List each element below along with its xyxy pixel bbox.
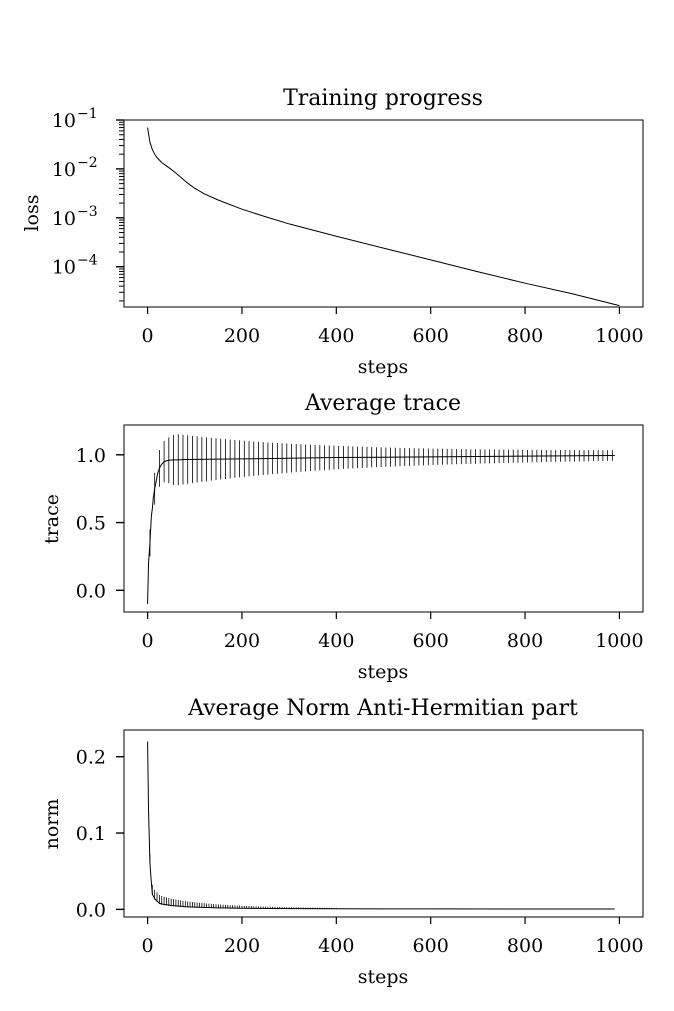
y-tick-label: 0.0: [76, 580, 106, 602]
x-tick-label: 400: [318, 935, 354, 957]
x-tick-label: 0: [142, 935, 154, 957]
y-tick-label: 0.5: [76, 513, 106, 535]
plot-frame: [123, 729, 644, 918]
x-tick-label: 400: [318, 630, 354, 652]
y-tick-label: 0.1: [76, 823, 106, 845]
x-tick-label: 200: [224, 325, 260, 347]
x-tick-label: 200: [224, 935, 260, 957]
series-line: [147, 127, 620, 307]
x-tick-label: 1000: [595, 630, 643, 652]
series-line: [147, 454, 615, 604]
y-tick-label: 0.0: [76, 899, 106, 921]
norm-chart: Average Norm Anti-Hermitian part norm st…: [41, 696, 644, 988]
x-tick-label: 400: [318, 325, 354, 347]
y-tick-label: 10: [52, 159, 76, 181]
y-axis-label: norm: [41, 799, 63, 850]
plot-frame: [123, 119, 644, 308]
chart-title: Training progress: [283, 86, 483, 111]
x-tick-label: 800: [507, 935, 543, 957]
loss-chart: Training progress loss steps 0 200 400 600 8…: [21, 86, 644, 378]
plot-frame: [123, 424, 644, 613]
x-tick-label: 800: [507, 325, 543, 347]
y-tick-exponent: −4: [77, 253, 98, 269]
y-axis-label: trace: [41, 494, 63, 544]
y-tick-label: 0.2: [76, 747, 106, 769]
x-axis-label: steps: [358, 966, 409, 988]
x-axis-label: steps: [358, 356, 409, 378]
y-tick-label: 1.0: [76, 445, 106, 467]
y-tick-exponent: −1: [77, 106, 98, 122]
y-tick-exponent: −3: [77, 204, 98, 220]
x-tick-label: 600: [413, 630, 449, 652]
x-tick-label: 200: [224, 630, 260, 652]
x-axis-label: steps: [358, 661, 409, 683]
y-tick-exponent: −2: [77, 155, 98, 171]
series-line: [147, 741, 615, 910]
x-tick-label: 1000: [595, 935, 643, 957]
x-tick-label: 800: [507, 630, 543, 652]
y-axis-label: loss: [21, 194, 43, 231]
chart-title: Average Norm Anti-Hermitian part: [187, 696, 578, 721]
x-tick-label: 0: [142, 630, 154, 652]
chart-title: Average trace: [304, 391, 461, 416]
x-tick-label: 1000: [595, 325, 643, 347]
y-tick-label: 10: [52, 257, 76, 279]
x-tick-label: 0: [142, 325, 154, 347]
x-tick-label: 600: [413, 935, 449, 957]
y-tick-label: 10: [52, 110, 76, 132]
y-tick-label: 10: [52, 208, 76, 230]
x-tick-label: 600: [413, 325, 449, 347]
trace-chart: Average trace trace steps 0 200 400 600 800 1…: [41, 391, 644, 683]
